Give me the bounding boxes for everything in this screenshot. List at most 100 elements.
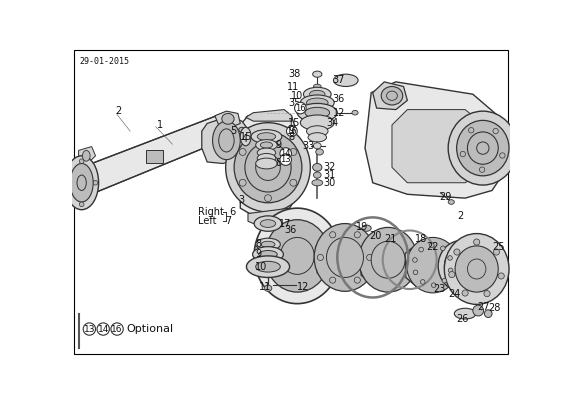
Text: 16: 16 bbox=[295, 104, 306, 112]
Ellipse shape bbox=[448, 256, 452, 260]
Ellipse shape bbox=[407, 238, 459, 293]
Text: 22: 22 bbox=[426, 242, 438, 252]
Text: 19: 19 bbox=[356, 222, 368, 232]
Text: 15: 15 bbox=[288, 118, 300, 128]
Ellipse shape bbox=[493, 128, 498, 134]
Ellipse shape bbox=[473, 305, 483, 316]
Ellipse shape bbox=[80, 202, 84, 207]
Ellipse shape bbox=[264, 285, 272, 291]
Polygon shape bbox=[78, 146, 95, 162]
Text: Right  6: Right 6 bbox=[198, 207, 236, 217]
Ellipse shape bbox=[65, 180, 70, 185]
Text: 13: 13 bbox=[281, 155, 291, 164]
Ellipse shape bbox=[314, 84, 321, 89]
Text: 4: 4 bbox=[242, 134, 248, 144]
Ellipse shape bbox=[254, 216, 282, 231]
Ellipse shape bbox=[329, 232, 336, 238]
Polygon shape bbox=[373, 82, 407, 110]
Ellipse shape bbox=[300, 115, 334, 130]
Ellipse shape bbox=[265, 133, 272, 140]
Ellipse shape bbox=[352, 110, 358, 115]
Text: 27: 27 bbox=[478, 302, 490, 312]
Ellipse shape bbox=[448, 268, 453, 273]
Ellipse shape bbox=[467, 259, 486, 279]
Circle shape bbox=[97, 323, 110, 335]
Text: 33: 33 bbox=[302, 141, 314, 151]
Ellipse shape bbox=[494, 249, 499, 255]
Text: 24: 24 bbox=[448, 290, 461, 299]
Ellipse shape bbox=[256, 238, 281, 250]
Ellipse shape bbox=[240, 127, 251, 146]
Ellipse shape bbox=[312, 164, 322, 171]
Ellipse shape bbox=[256, 261, 281, 272]
Ellipse shape bbox=[449, 272, 455, 278]
Polygon shape bbox=[360, 237, 416, 285]
Ellipse shape bbox=[260, 142, 273, 148]
Polygon shape bbox=[405, 244, 461, 287]
Text: 38: 38 bbox=[288, 69, 300, 79]
Text: 2: 2 bbox=[115, 106, 121, 116]
Polygon shape bbox=[82, 114, 223, 198]
Polygon shape bbox=[215, 111, 240, 127]
Ellipse shape bbox=[310, 90, 325, 98]
Text: 5: 5 bbox=[230, 126, 236, 136]
Text: 26: 26 bbox=[456, 314, 468, 324]
Text: 14: 14 bbox=[98, 324, 109, 334]
Ellipse shape bbox=[479, 167, 485, 172]
Ellipse shape bbox=[281, 238, 314, 274]
Polygon shape bbox=[246, 110, 292, 121]
Polygon shape bbox=[392, 110, 485, 183]
Ellipse shape bbox=[429, 243, 434, 248]
Ellipse shape bbox=[314, 172, 321, 178]
Ellipse shape bbox=[455, 246, 498, 292]
Text: 8: 8 bbox=[275, 158, 282, 168]
Ellipse shape bbox=[290, 179, 297, 186]
Text: 32: 32 bbox=[323, 162, 336, 172]
Ellipse shape bbox=[469, 128, 474, 133]
Polygon shape bbox=[248, 208, 290, 225]
Ellipse shape bbox=[261, 241, 275, 248]
Polygon shape bbox=[202, 116, 249, 164]
Circle shape bbox=[83, 323, 95, 335]
Ellipse shape bbox=[265, 220, 329, 292]
Polygon shape bbox=[365, 82, 500, 198]
Text: 36: 36 bbox=[284, 226, 296, 236]
Ellipse shape bbox=[297, 104, 337, 122]
Text: 12: 12 bbox=[333, 108, 345, 118]
Ellipse shape bbox=[333, 74, 358, 86]
Ellipse shape bbox=[354, 232, 361, 238]
Ellipse shape bbox=[387, 91, 398, 100]
Ellipse shape bbox=[225, 123, 310, 212]
Ellipse shape bbox=[259, 250, 277, 258]
Ellipse shape bbox=[359, 228, 417, 292]
Text: 9: 9 bbox=[275, 140, 282, 150]
Text: 28: 28 bbox=[488, 303, 500, 313]
Text: 8: 8 bbox=[256, 239, 262, 249]
Ellipse shape bbox=[253, 247, 283, 262]
Ellipse shape bbox=[256, 158, 277, 169]
Bar bbox=[145, 150, 162, 163]
Ellipse shape bbox=[234, 132, 302, 203]
Circle shape bbox=[280, 154, 291, 166]
Ellipse shape bbox=[219, 129, 234, 152]
Polygon shape bbox=[240, 113, 296, 214]
Ellipse shape bbox=[222, 114, 234, 124]
Text: 31: 31 bbox=[323, 170, 336, 180]
Ellipse shape bbox=[362, 225, 371, 231]
Ellipse shape bbox=[500, 153, 505, 158]
Ellipse shape bbox=[438, 240, 485, 291]
Ellipse shape bbox=[485, 310, 492, 318]
Ellipse shape bbox=[442, 278, 446, 283]
Ellipse shape bbox=[307, 126, 328, 136]
Ellipse shape bbox=[80, 159, 84, 164]
Ellipse shape bbox=[70, 164, 93, 202]
Ellipse shape bbox=[265, 195, 272, 202]
Ellipse shape bbox=[448, 111, 517, 185]
Text: 35: 35 bbox=[288, 98, 300, 108]
Text: 29: 29 bbox=[439, 192, 452, 202]
Text: 17: 17 bbox=[279, 218, 291, 228]
Ellipse shape bbox=[300, 95, 334, 110]
Text: 9: 9 bbox=[256, 249, 262, 259]
Ellipse shape bbox=[308, 133, 327, 142]
Ellipse shape bbox=[381, 86, 403, 105]
